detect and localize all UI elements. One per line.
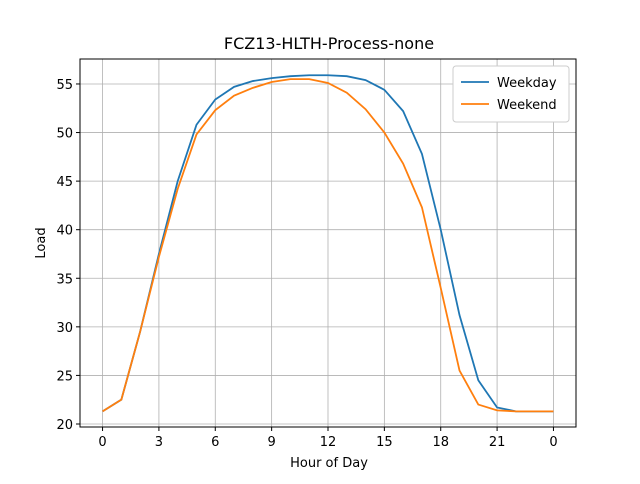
x-tick-label: 15 — [376, 435, 393, 450]
x-tick-label: 9 — [267, 435, 275, 450]
y-tick-label: 35 — [56, 272, 73, 287]
y-tick-label: 40 — [56, 224, 73, 239]
y-axis-label: Load — [34, 227, 49, 258]
x-tick-label: 0 — [98, 435, 106, 450]
y-tick-label: 25 — [56, 369, 73, 384]
x-tick-label: 21 — [489, 435, 506, 450]
chart-title: FCZ13-HLTH-Process-none — [224, 34, 434, 53]
data-line — [102, 78, 554, 413]
x-tick-label: 3 — [155, 435, 163, 450]
x-tick-label: 18 — [432, 435, 449, 450]
legend-label: Weekday — [497, 76, 557, 91]
y-tick-label: 50 — [56, 127, 73, 142]
x-axis-label: Hour of Day — [290, 456, 368, 471]
data-line — [102, 74, 554, 413]
plot-frame — [79, 58, 577, 428]
y-tick-label: 20 — [56, 418, 73, 433]
x-tick-label: 12 — [320, 435, 337, 450]
y-tick-label: 45 — [56, 175, 73, 190]
x-tick-label: 0 — [549, 435, 557, 450]
y-tick-label: 30 — [56, 321, 73, 336]
legend-box — [452, 65, 570, 123]
y-tick-label: 55 — [56, 78, 73, 93]
x-tick-label: 6 — [211, 435, 219, 450]
legend-label: Weekend — [497, 98, 557, 113]
